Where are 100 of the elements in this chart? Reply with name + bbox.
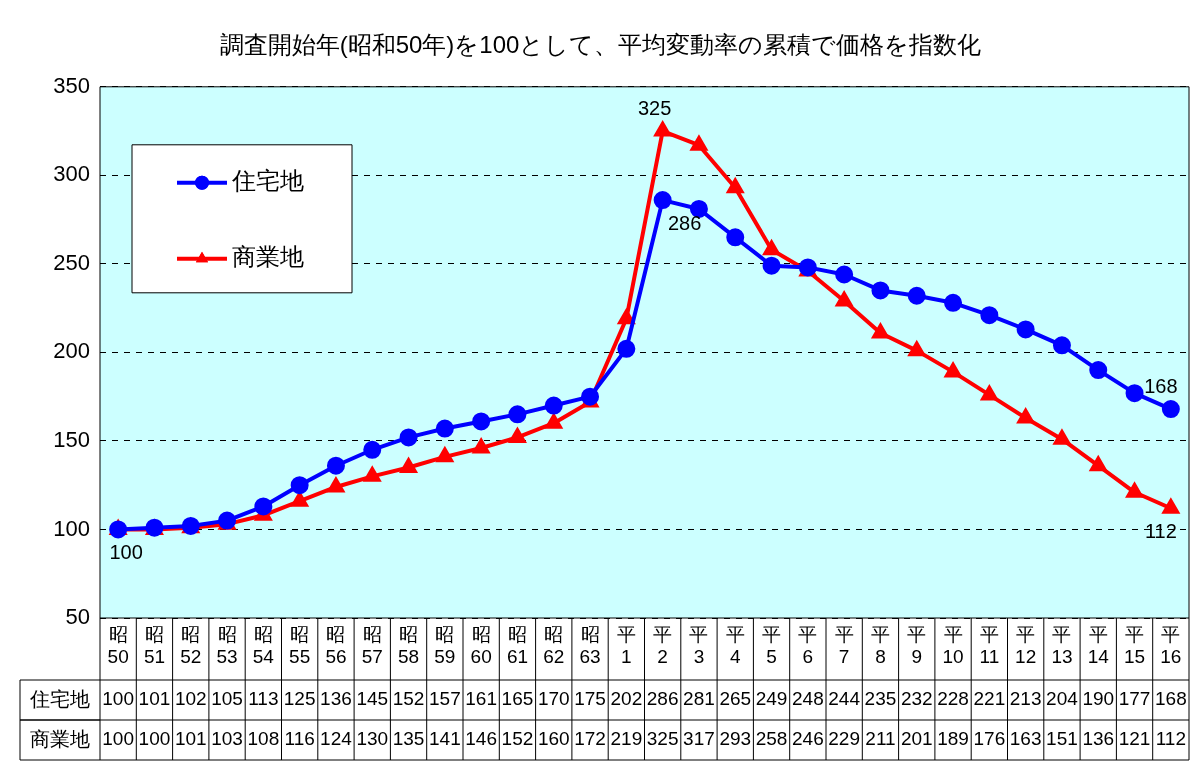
annotation: 325: [637, 96, 672, 119]
data-label: 177: [1118, 688, 1151, 710]
y-tick-label: 300: [53, 161, 90, 187]
text: 住宅地: [30, 687, 90, 710]
x-tick-label: 平9: [907, 623, 927, 668]
data-label: 163: [1009, 728, 1042, 750]
data-label: 125: [283, 688, 316, 710]
x-tick-label: 平13: [1051, 623, 1073, 668]
x-tick-label: 昭53: [216, 623, 238, 668]
x-tick-label: 昭52: [180, 623, 202, 668]
x-tick-label: 平3: [689, 623, 709, 668]
x-tick-label: 昭60: [470, 623, 492, 668]
data-label: 105: [211, 688, 243, 710]
x-tick-label: 昭56: [325, 623, 347, 668]
data-label: 213: [1009, 688, 1042, 710]
data-label: 229: [828, 728, 860, 750]
x-tick-label: 昭50: [107, 623, 129, 668]
x-tick-label: 平15: [1123, 623, 1146, 668]
y-tick-label: 350: [53, 72, 90, 98]
annotation: 112: [1144, 519, 1177, 542]
data-label: 232: [900, 688, 933, 710]
x-tick-label: 昭55: [289, 623, 311, 668]
data-label: 160: [537, 728, 570, 750]
data-label: 325: [646, 728, 679, 750]
data-label: 265: [719, 688, 752, 710]
text: 商業地: [30, 727, 90, 750]
legend-label: 住宅地: [231, 167, 304, 195]
x-tick-label: 平16: [1160, 623, 1182, 668]
data-label: 141: [429, 728, 461, 750]
data-label: 100: [138, 728, 171, 750]
data-label: 152: [392, 688, 425, 710]
x-tick-label: 昭61: [506, 623, 529, 668]
data-label: 157: [429, 688, 461, 710]
x-tick-label: 平12: [1015, 623, 1037, 668]
data-label: 219: [610, 728, 643, 750]
y-tick-label: 250: [53, 249, 90, 275]
legend-label: 商業地: [232, 243, 304, 271]
data-label: 235: [864, 688, 897, 710]
x-tick-label: 平7: [834, 623, 854, 668]
data-label: 161: [465, 688, 497, 710]
data-label: 281: [683, 688, 715, 710]
data-label: 121: [1118, 728, 1151, 750]
x-tick-label: 昭58: [397, 623, 420, 668]
data-label: 248: [792, 688, 824, 710]
data-label: 103: [211, 728, 243, 750]
data-label: 100: [102, 688, 134, 710]
x-tick-label: 平10: [942, 623, 964, 668]
data-label: 100: [102, 728, 134, 750]
x-tick-label: 昭54: [252, 623, 275, 668]
data-label: 317: [683, 728, 715, 750]
annotation: 168: [1144, 374, 1178, 397]
data-label: 152: [501, 728, 534, 750]
x-tick-label: 平11: [979, 623, 1000, 668]
x-tick-label: 昭63: [579, 623, 601, 668]
x-tick-label: 平5: [762, 623, 782, 668]
x-tick-label: 平1: [616, 623, 636, 668]
x-tick-label: 平6: [798, 623, 818, 668]
data-label: 112: [1155, 728, 1186, 750]
data-label: 101: [138, 688, 171, 710]
data-label: 202: [610, 688, 643, 710]
data-label: 146: [465, 728, 497, 750]
data-label: 221: [973, 688, 1006, 710]
data-label: 136: [1082, 728, 1115, 750]
data-label: 113: [248, 688, 279, 710]
data-label: 211: [865, 728, 896, 750]
data-label: 168: [1155, 688, 1187, 710]
data-label: 145: [356, 688, 389, 710]
data-label: 170: [537, 688, 570, 710]
data-label: 286: [646, 688, 679, 710]
data-label: 151: [1046, 728, 1078, 750]
data-label: 293: [719, 728, 752, 750]
data-label: 102: [174, 688, 207, 710]
chart-title: 調査開始年(昭和50年)を100として、平均変動率の累積で価格を指数化: [219, 31, 982, 59]
data-label: 116: [284, 728, 315, 750]
x-tick-label: 昭59: [434, 623, 456, 668]
data-label: 258: [755, 728, 788, 750]
x-tick-label: 昭51: [143, 623, 166, 668]
data-label: 172: [574, 728, 606, 750]
data-label: 108: [247, 728, 280, 750]
data-label: 130: [356, 728, 389, 750]
x-tick-label: 平8: [870, 623, 890, 668]
data-label: 249: [755, 688, 788, 710]
y-tick-label: 100: [53, 515, 90, 541]
data-label: 189: [937, 728, 969, 750]
data-label: 175: [574, 688, 606, 710]
x-tick-label: 平4: [725, 623, 745, 668]
annotation: 100: [109, 540, 143, 563]
data-label: 204: [1046, 688, 1079, 710]
data-label: 244: [828, 688, 861, 710]
data-label: 176: [973, 728, 1006, 750]
y-tick-label: 150: [53, 427, 90, 452]
data-label: 165: [501, 688, 534, 710]
annotation: 286: [667, 211, 702, 234]
data-label: 124: [320, 728, 353, 750]
y-tick-label: 50: [65, 604, 90, 630]
x-tick-label: 平14: [1087, 623, 1110, 668]
x-tick-label: 昭57: [361, 623, 383, 668]
data-label: 101: [174, 728, 207, 750]
data-label: 136: [320, 688, 352, 710]
data-label: 190: [1082, 688, 1115, 710]
